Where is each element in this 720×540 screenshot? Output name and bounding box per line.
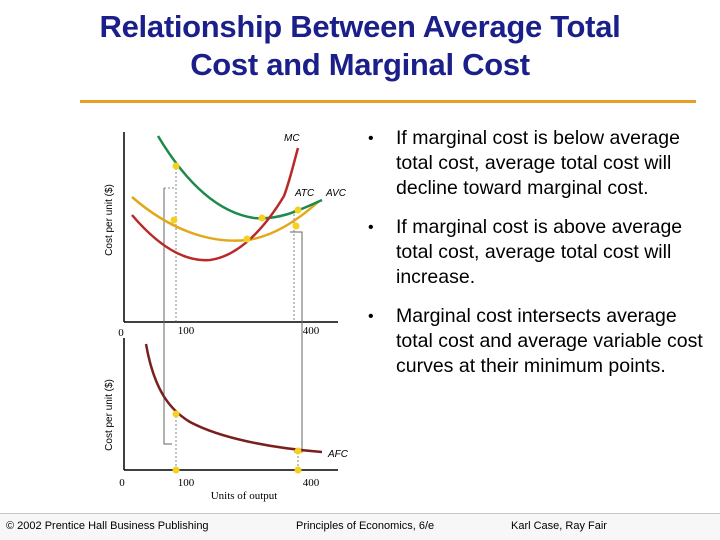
title-line-2: Cost and Marginal Cost	[190, 47, 530, 82]
footer-copyright: © 2002 Prentice Hall Business Publishing	[6, 520, 209, 532]
bottom-guide-right	[294, 322, 303, 453]
atc-label: ATC	[294, 188, 315, 199]
mc-curve	[131, 147, 300, 262]
title-line-1: Relationship Between Average Total	[99, 9, 621, 44]
avc-curve	[131, 196, 319, 242]
bottom-guide-bracket-left	[163, 322, 172, 445]
bottom-y-label: Cost per unit ($)	[104, 379, 115, 451]
bottom-graph: Cost per unit ($) 0 100 400 Units of out…	[104, 322, 349, 502]
top-origin-label: 0	[118, 327, 124, 339]
bullet-text-3: Marginal cost intersects average total c…	[396, 305, 703, 377]
afc-point-400	[294, 447, 302, 455]
slide-title: Relationship Between Average Total Cost …	[20, 8, 700, 84]
avc-point-400	[292, 222, 300, 230]
cost-curves-diagram: Cost per unit ($) 0 100 400 MC ATC AVC C…	[104, 132, 349, 502]
afc-point-100	[172, 410, 180, 418]
top-guide-bracket-left	[164, 168, 177, 322]
top-y-label: Cost per unit ($)	[104, 184, 115, 256]
slide-footer: © 2002 Prentice Hall Business Publishing…	[0, 513, 720, 540]
bullet-item-1: • If marginal cost is below average total…	[366, 126, 706, 201]
footer-authors: Karl Case, Ray Fair	[511, 520, 607, 532]
bullet-item-2: • If marginal cost is above average total…	[366, 215, 706, 290]
x-point-400	[294, 466, 302, 474]
mc-avc-intersection	[243, 235, 251, 243]
bullet-dot: •	[368, 130, 374, 147]
x-point-100	[172, 466, 180, 474]
atc-point-100	[172, 162, 180, 170]
bullet-item-3: • Marginal cost intersects average total …	[366, 304, 706, 379]
avc-point-100	[170, 216, 178, 224]
mc-atc-intersection	[258, 214, 266, 222]
bullet-text-2: If marginal cost is above average total …	[396, 216, 683, 288]
bullet-list: • If marginal cost is below average total…	[366, 126, 706, 393]
bullet-dot: •	[368, 308, 374, 325]
bottom-origin-label: 0	[119, 477, 125, 489]
top-tick-400: 400	[303, 325, 320, 337]
afc-label: AFC	[327, 449, 349, 460]
top-guide-right	[290, 231, 303, 322]
top-tick-100: 100	[178, 325, 195, 337]
top-graph: Cost per unit ($) 0 100 400 MC ATC AVC	[104, 132, 347, 339]
bottom-x-label: Units of output	[211, 490, 278, 502]
footer-book-title: Principles of Economics, 6/e	[296, 520, 435, 532]
bullet-text-1: If marginal cost is below average total …	[396, 127, 680, 199]
avc-label: AVC	[325, 188, 347, 199]
afc-curve	[144, 343, 323, 454]
atc-point-400	[294, 206, 302, 214]
bottom-tick-100: 100	[178, 477, 195, 489]
bullet-dot: •	[368, 219, 374, 236]
mc-label: MC	[284, 133, 300, 144]
title-divider	[80, 100, 696, 103]
bottom-tick-400: 400	[303, 477, 320, 489]
